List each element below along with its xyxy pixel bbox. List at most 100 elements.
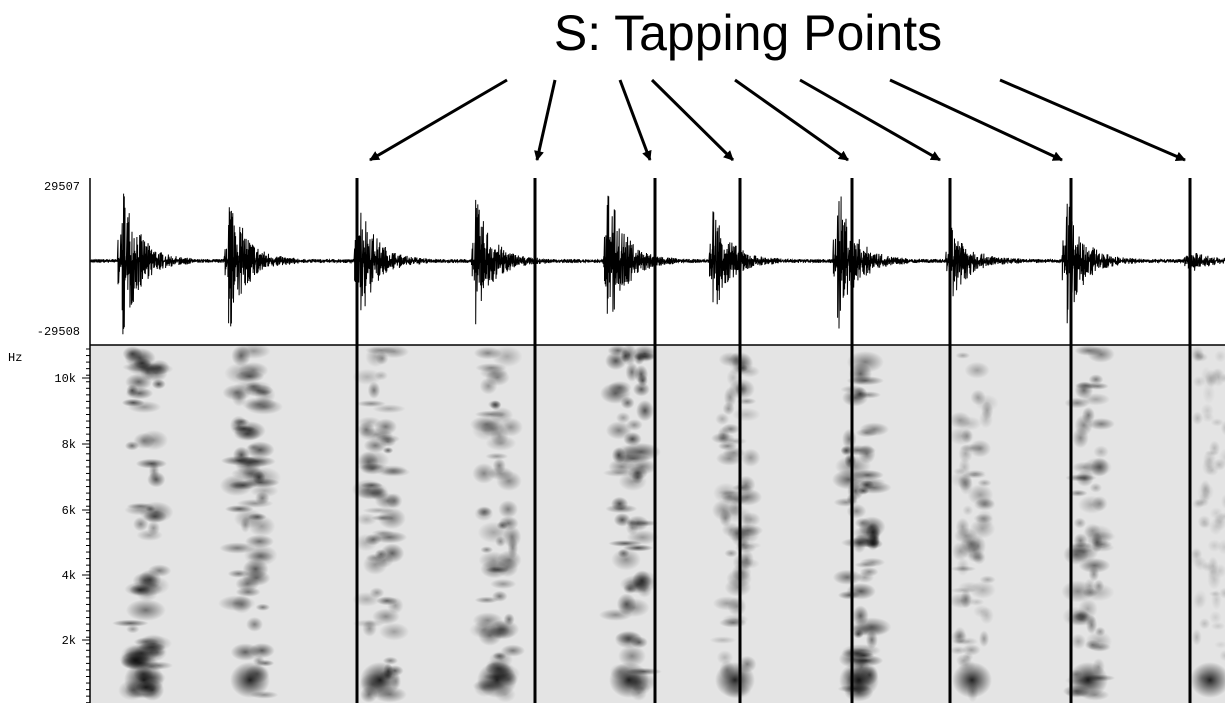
spec-blob: [386, 493, 402, 509]
spec-blob: [126, 385, 138, 397]
arrow: [1000, 80, 1185, 160]
spec-low: [715, 662, 755, 698]
spec-blob: [859, 423, 889, 437]
spec-blob: [492, 591, 508, 602]
spec-blob: [979, 630, 989, 647]
spec-blob: [960, 590, 972, 609]
spec-tick-label: 10k: [54, 372, 76, 386]
spec-blob: [853, 652, 875, 659]
spec-blob: [234, 427, 261, 441]
spec-blob: [719, 509, 732, 526]
arrow: [620, 80, 650, 160]
spec-blob: [147, 521, 160, 535]
spec-blob: [965, 362, 990, 379]
spec-blob: [725, 578, 752, 596]
spec-blob: [136, 459, 167, 469]
spec-blob: [255, 492, 270, 505]
waveform: [90, 194, 1225, 335]
spec-blob: [248, 516, 275, 537]
spec-blob: [1078, 599, 1098, 619]
wave-min: -29508: [37, 325, 80, 339]
spec-blob: [722, 614, 749, 624]
spec-blob: [1088, 643, 1111, 652]
spec-blob: [599, 609, 633, 621]
spec-blob: [126, 599, 166, 621]
spec-blob: [959, 538, 980, 558]
spec-blob: [976, 510, 994, 530]
spec-blob: [855, 562, 877, 568]
spec-blob: [713, 596, 742, 610]
spec-blob: [633, 382, 650, 396]
spec-blob: [1084, 523, 1101, 538]
spec-low: [230, 662, 270, 698]
spec-blob: [1078, 496, 1106, 514]
spec-blob: [711, 433, 735, 444]
spec-blob: [741, 448, 761, 466]
spec-blob: [833, 570, 862, 585]
spec-blob: [362, 620, 377, 637]
spec-blob: [847, 504, 867, 519]
spec-blob: [149, 647, 166, 657]
spec-blob: [949, 427, 974, 445]
spec-tick-label: 4k: [62, 569, 76, 583]
spec-blob: [844, 453, 856, 468]
spec-blob: [363, 507, 395, 514]
spec-blob: [1209, 611, 1222, 624]
spec-blob: [1075, 345, 1103, 356]
spec-blob: [608, 345, 628, 356]
spec-blob: [1192, 411, 1203, 425]
spec-blob: [485, 435, 516, 451]
spec-blob: [970, 581, 996, 599]
spec-blob: [231, 643, 260, 660]
spec-blob: [963, 472, 987, 478]
spec-blob: [1082, 393, 1110, 405]
spec-blob: [374, 371, 387, 381]
spec-blob: [498, 516, 518, 530]
spec-blob: [1193, 376, 1205, 388]
spec-blob: [626, 519, 636, 527]
spec-blob: [149, 360, 169, 375]
spec-blob: [369, 587, 384, 598]
title: S: Tapping Points: [554, 5, 942, 61]
spec-blob: [611, 497, 628, 511]
spec-blob: [1074, 518, 1087, 529]
spec-blob: [139, 576, 169, 595]
spec-blob: [372, 530, 394, 537]
spec-blob: [133, 517, 148, 532]
spec-blob: [152, 379, 166, 389]
spec-low: [1068, 662, 1108, 698]
spec-blob: [252, 471, 265, 484]
spec-blob: [470, 416, 504, 433]
spec-blob: [379, 623, 409, 641]
arrows: [370, 80, 1185, 160]
spec-blob: [255, 389, 272, 395]
spec-blob: [953, 468, 965, 475]
spec-blob: [242, 397, 278, 411]
spec-blob: [1194, 353, 1208, 362]
spec-blob: [969, 440, 991, 458]
spec-low: [360, 662, 400, 698]
spec-blob: [133, 433, 155, 449]
spec-blob: [980, 607, 994, 625]
spec-blob: [608, 459, 635, 475]
spec-blob: [967, 484, 993, 505]
spec-blob: [1075, 382, 1097, 390]
arrow: [370, 80, 507, 160]
spec-blob: [1211, 622, 1225, 630]
spec-low: [839, 662, 879, 698]
spec-blob: [1194, 557, 1207, 571]
spec-blob: [623, 544, 653, 551]
spec-blob: [1081, 583, 1114, 601]
spec-blob: [1093, 445, 1108, 458]
spec-blob: [715, 413, 729, 425]
spec-blob: [950, 646, 967, 654]
spec-blob: [1209, 518, 1223, 535]
spec-blob: [724, 387, 737, 408]
spec-blob: [606, 421, 632, 439]
spec-blob: [472, 463, 495, 484]
spec-blob: [954, 627, 966, 645]
arrow: [890, 80, 1062, 160]
spec-blob: [838, 591, 860, 600]
spec-blob: [1090, 483, 1102, 493]
spec-blob: [237, 456, 275, 467]
